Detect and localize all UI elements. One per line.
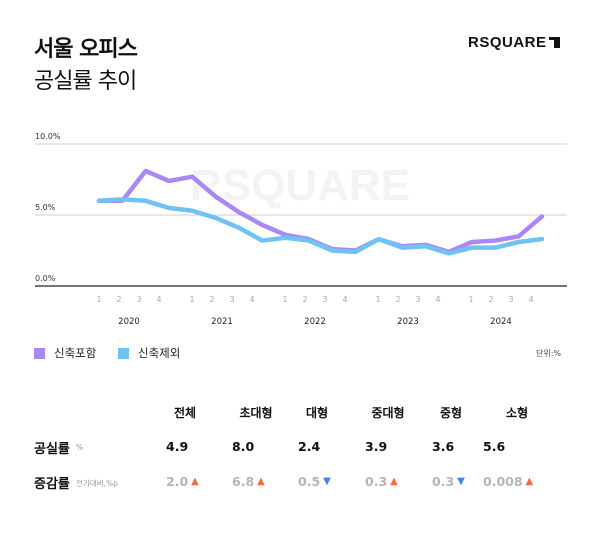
column-header: 대형 (305, 406, 329, 420)
quarter-tick-label: 4 (528, 295, 533, 304)
page-subtitle: 공실률 추이 (34, 69, 137, 94)
quarter-tick-label: 2 (116, 295, 121, 304)
y-tick-label: 10.0% (35, 132, 61, 141)
logo-mark-icon (548, 37, 560, 48)
change-value: 6.8 ▲ (232, 474, 265, 489)
legend-swatch-purple (34, 347, 45, 359)
change-number: 0.3 (432, 474, 455, 489)
change-value: 0.5 ▼ (298, 474, 331, 489)
quarter-tick-label: 2 (488, 295, 493, 304)
vacancy-value: 3.9 (365, 439, 388, 454)
row-label: 증감률 (34, 473, 70, 492)
quarter-tick-label: 4 (156, 295, 161, 304)
quarter-tick-label: 1 (468, 295, 473, 304)
quarter-tick-label: 4 (435, 295, 440, 304)
y-tick-label: 5.0% (35, 203, 56, 212)
column-header: 중형 (439, 406, 463, 420)
quarter-tick-label: 2 (395, 295, 400, 304)
change-number: 0.008 (483, 474, 523, 489)
column-header: 초대형 (239, 406, 273, 420)
quarter-tick-label: 2 (209, 295, 214, 304)
legend-label: 신축제외 (138, 346, 181, 360)
vacancy-value: 8.0 (232, 439, 255, 454)
series-line-without-new (96, 197, 545, 256)
row-unit: 전기대비,%p (76, 479, 118, 488)
quarter-tick-label: 3 (508, 295, 513, 304)
legend-item-without-new: 신축제외 (118, 345, 180, 361)
row-unit: % (76, 443, 84, 452)
quarter-tick-label: 3 (322, 295, 327, 304)
legend-swatch-blue (118, 347, 129, 359)
vacancy-value: 4.9 (166, 439, 189, 454)
legend-label: 신축포함 (54, 346, 97, 360)
row-label-text: 공실률 (34, 442, 70, 457)
quarter-tick-label: 1 (282, 295, 287, 304)
change-number: 2.0 (166, 474, 189, 489)
quarter-tick-label: 1 (189, 295, 194, 304)
arrow-down-icon: ▼ (323, 476, 331, 487)
row-label: 공실률 (34, 438, 70, 457)
year-label: 2024 (490, 317, 512, 327)
change-value: 0.3 ▲ (365, 474, 398, 489)
year-label: 2021 (211, 317, 233, 327)
quarter-tick-label: 4 (342, 295, 347, 304)
quarter-tick-label: 1 (375, 295, 380, 304)
legend-item-with-new: 신축포함 (34, 345, 96, 361)
arrow-up-icon: ▲ (525, 476, 534, 487)
arrow-up-icon: ▲ (257, 476, 265, 487)
page-title: 서울 오피스 (34, 37, 138, 62)
arrow-up-icon: ▲ (191, 476, 199, 487)
arrow-down-icon: ▼ (457, 476, 465, 487)
vacancy-value: 2.4 (298, 439, 321, 454)
change-number: 0.3 (365, 474, 388, 489)
y-tick-label: 0.0% (35, 274, 56, 283)
column-header: 중대형 (371, 406, 405, 420)
arrow-up-icon: ▲ (390, 476, 398, 487)
change-value: 2.0 ▲ (166, 474, 199, 489)
change-value: 0.3 ▼ (432, 474, 465, 489)
column-header: 전체 (173, 406, 197, 420)
year-label: 2023 (397, 317, 419, 327)
logo-text: RSQUARE (468, 34, 547, 51)
quarter-tick-label: 1 (96, 295, 101, 304)
change-value: 0.008 ▲ (483, 474, 533, 489)
vacancy-value: 5.6 (483, 439, 506, 454)
year-label: 2022 (304, 317, 326, 327)
year-label: 2020 (118, 317, 140, 327)
rsquare-logo: RSQUARE (468, 34, 560, 51)
change-number: 6.8 (232, 474, 255, 489)
quarter-tick-label: 3 (229, 295, 234, 304)
quarter-tick-label: 4 (249, 295, 254, 304)
change-number: 0.5 (298, 474, 321, 489)
unit-label: 단위:% (536, 349, 562, 358)
column-header: 소형 (505, 406, 529, 420)
quarter-tick-label: 2 (302, 295, 307, 304)
quarter-tick-label: 3 (415, 295, 420, 304)
vacancy-value: 3.6 (432, 439, 455, 454)
quarter-tick-label: 3 (136, 295, 141, 304)
row-label-text: 증감률 (34, 477, 70, 492)
